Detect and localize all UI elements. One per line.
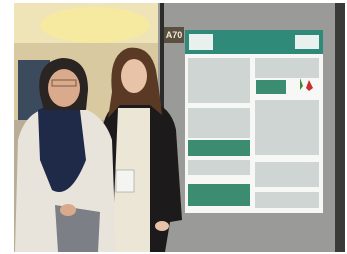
poster-logo-right <box>295 35 319 49</box>
photo: A70 <box>0 0 347 254</box>
board-edge <box>335 3 345 252</box>
page: {"booth_sign": "A70"} A70 ( <box>0 0 347 254</box>
name-badge <box>116 170 134 192</box>
person-right-face <box>121 59 147 93</box>
booth-sign: A70 <box>166 30 183 40</box>
poster-logo <box>189 34 213 50</box>
person-right-hand <box>155 221 169 231</box>
person-left-hand <box>60 204 76 216</box>
person-left-face <box>48 69 80 107</box>
ceiling-light <box>40 7 150 43</box>
